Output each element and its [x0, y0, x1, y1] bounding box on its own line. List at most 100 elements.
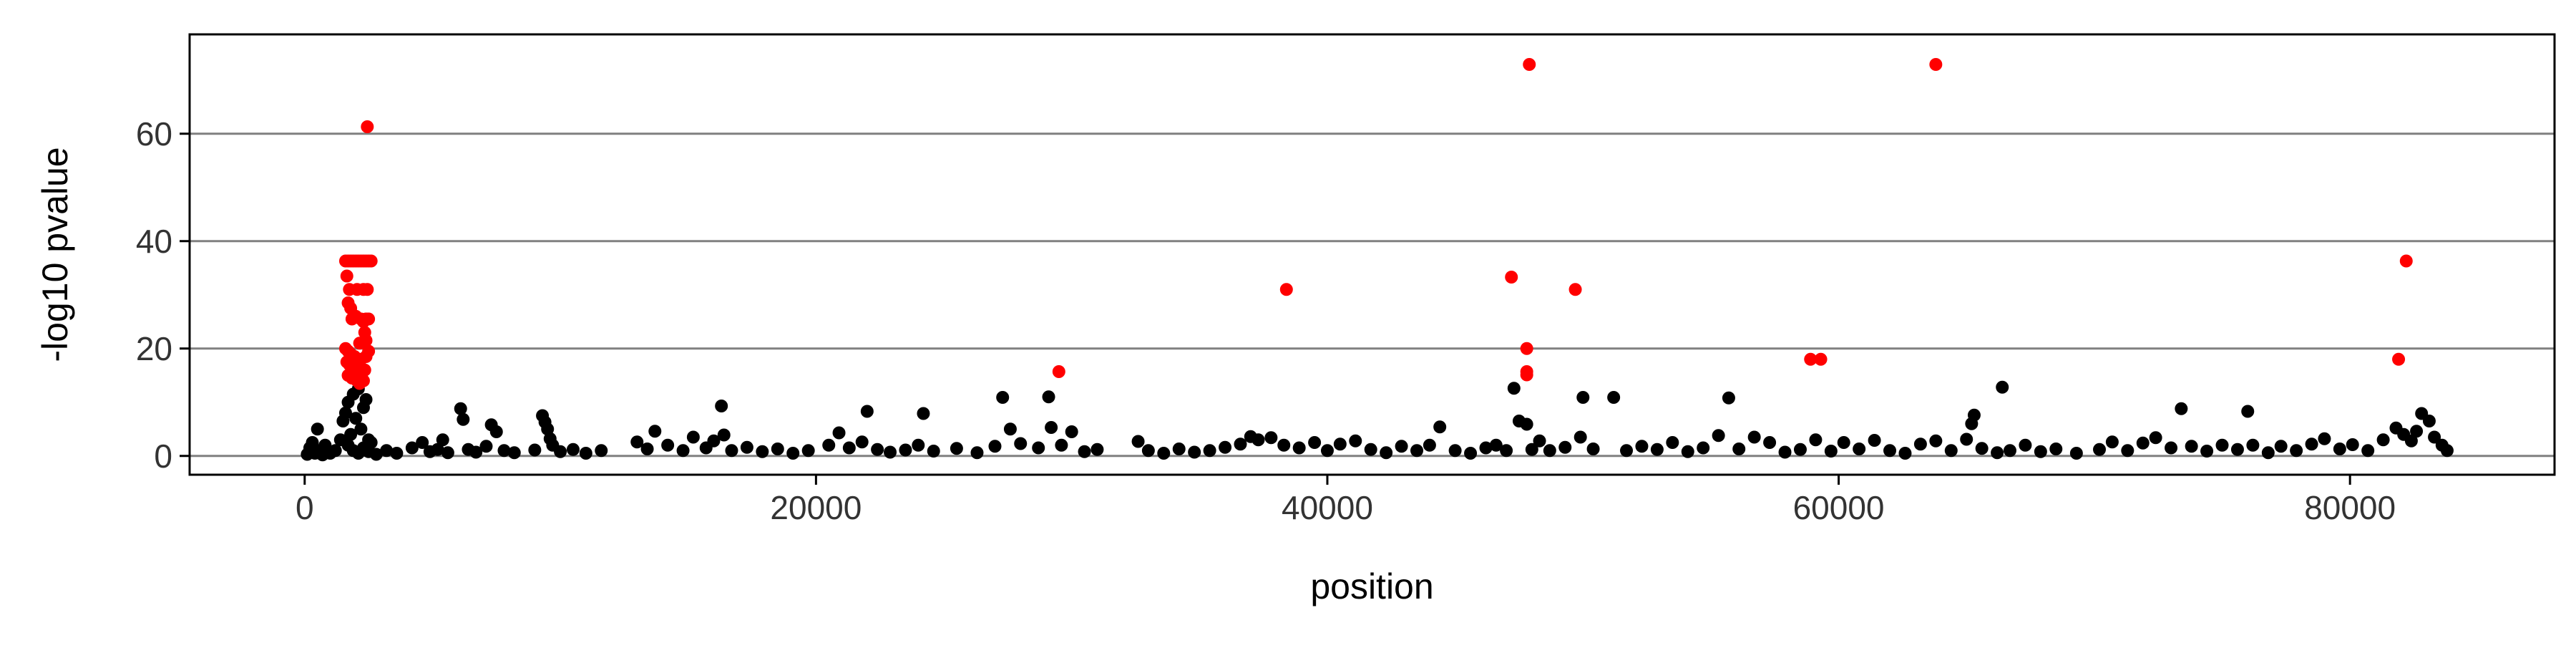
data-point: [1975, 442, 1989, 455]
data-point: [1065, 425, 1078, 438]
data-point: [917, 407, 930, 420]
data-point: [2200, 445, 2214, 458]
data-point: [1395, 440, 1408, 453]
data-point: [2019, 438, 2032, 452]
data-point: [1520, 417, 1533, 431]
data-point: [2261, 446, 2275, 460]
data-point: [648, 425, 662, 438]
significant-point: [340, 269, 353, 283]
gridlines: [190, 132, 2555, 458]
x-tick-label: 80000: [2304, 489, 2396, 526]
data-point: [1507, 382, 1521, 395]
data-point: [369, 448, 383, 461]
data-point: [1292, 441, 1306, 455]
data-point: [756, 445, 769, 458]
data-point: [1650, 443, 1664, 456]
data-point: [380, 444, 394, 458]
data-point: [1157, 447, 1171, 460]
significant-point: [1279, 283, 1293, 296]
data-point: [988, 440, 1002, 453]
data-point: [676, 444, 690, 458]
data-point: [1996, 380, 2009, 394]
data-point: [740, 440, 753, 454]
data-point: [1666, 436, 1679, 449]
data-point: [1410, 444, 1424, 458]
data-point: [1141, 444, 1155, 458]
data-point: [1607, 391, 1621, 404]
data-point: [1967, 408, 1981, 422]
data-point: [528, 443, 542, 457]
y-tick-label: 0: [154, 437, 172, 475]
data-point: [1883, 444, 1897, 458]
data-point: [1172, 443, 1186, 455]
significant-point: [358, 363, 371, 377]
data-point: [2404, 434, 2418, 448]
significant-point: [353, 337, 366, 350]
data-points: [301, 58, 2454, 462]
x-tick-label: 40000: [1282, 489, 1373, 526]
data-point: [1681, 445, 1694, 458]
data-point: [338, 406, 352, 420]
data-point: [454, 402, 467, 415]
y-axis-label: -log10 pvalue: [35, 147, 75, 362]
data-point: [1203, 444, 1216, 458]
data-point: [1809, 433, 1823, 447]
x-axis: 0 20000 40000 60000 80000: [296, 475, 2396, 526]
data-point: [2290, 444, 2303, 458]
data-point: [1837, 436, 1850, 449]
y-tick-label: 40: [136, 223, 172, 260]
significant-point: [1052, 365, 1065, 378]
data-point: [1929, 434, 1943, 448]
significant-point: [1814, 352, 1828, 366]
data-point: [1433, 420, 1447, 434]
data-point: [1712, 429, 1725, 443]
data-point: [1333, 437, 1347, 451]
data-point: [1091, 443, 1104, 456]
data-point: [1045, 421, 1058, 434]
data-point: [2069, 447, 2083, 460]
data-point: [855, 435, 869, 449]
data-point: [436, 433, 449, 447]
significant-point: [1520, 368, 1533, 382]
significant-point: [1804, 352, 1818, 366]
significant-point: [1523, 58, 1536, 71]
data-point: [661, 438, 675, 452]
data-point: [1131, 435, 1145, 448]
data-point: [1003, 422, 1017, 436]
data-point: [2215, 438, 2229, 452]
data-point: [2241, 405, 2255, 418]
data-point: [2422, 415, 2436, 427]
data-point: [1620, 444, 1634, 458]
data-point: [1277, 438, 1291, 452]
data-point: [1380, 446, 1393, 460]
data-point: [328, 444, 342, 458]
data-point: [1448, 444, 1462, 458]
data-point: [1778, 445, 1792, 459]
data-point: [431, 443, 444, 456]
data-point: [1078, 445, 1091, 458]
significant-point: [1505, 271, 1518, 284]
data-point: [2410, 425, 2424, 438]
data-point: [1320, 444, 1334, 458]
data-point: [554, 445, 567, 458]
data-point: [1586, 443, 1600, 455]
data-point: [1793, 443, 1807, 456]
data-point: [1234, 437, 1247, 451]
data-point: [1868, 434, 1881, 447]
data-point: [801, 444, 815, 458]
significant-point: [364, 254, 378, 268]
significant-point: [1568, 283, 1582, 296]
data-point: [1824, 445, 1838, 458]
data-point: [1543, 444, 1556, 458]
data-point: [359, 393, 373, 406]
data-point: [1558, 440, 1572, 454]
data-point: [883, 445, 897, 459]
data-point: [1252, 433, 1265, 447]
data-point: [2034, 445, 2047, 458]
y-axis: 0 20 40 60: [136, 115, 190, 475]
data-point: [1635, 440, 1649, 453]
x-tick-label: 0: [296, 489, 314, 526]
significant-point: [345, 312, 358, 326]
